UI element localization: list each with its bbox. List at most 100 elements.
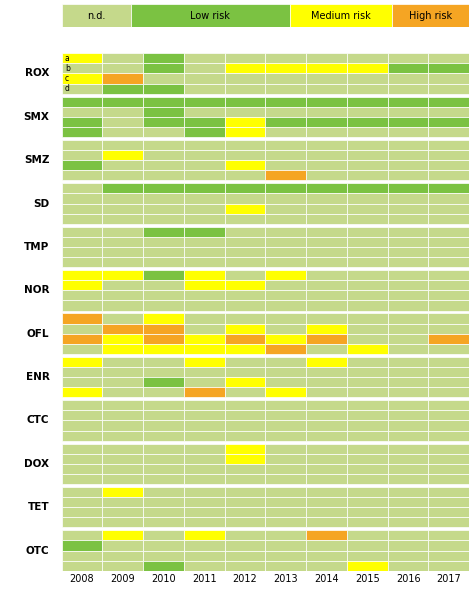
Bar bbox=[62, 193, 102, 204]
Bar bbox=[102, 344, 143, 354]
Bar bbox=[225, 214, 265, 224]
Bar bbox=[388, 517, 428, 527]
Bar bbox=[62, 344, 102, 354]
Bar bbox=[225, 443, 265, 454]
Bar bbox=[62, 247, 102, 257]
Bar bbox=[143, 487, 184, 497]
Bar bbox=[62, 270, 102, 280]
Bar bbox=[143, 291, 184, 300]
Bar bbox=[347, 53, 388, 63]
Bar bbox=[347, 247, 388, 257]
Bar bbox=[225, 561, 265, 571]
Bar bbox=[388, 160, 428, 170]
Bar bbox=[347, 344, 388, 354]
Bar bbox=[347, 487, 388, 497]
Bar bbox=[62, 550, 102, 561]
Text: ROX: ROX bbox=[25, 68, 49, 79]
Bar bbox=[143, 420, 184, 431]
Bar bbox=[347, 367, 388, 377]
Bar bbox=[184, 517, 225, 527]
Bar bbox=[265, 214, 306, 224]
Bar bbox=[428, 333, 469, 344]
Bar bbox=[62, 83, 102, 94]
Bar bbox=[102, 324, 143, 333]
Bar bbox=[225, 270, 265, 280]
Bar bbox=[225, 431, 265, 441]
Bar bbox=[265, 541, 306, 550]
Bar bbox=[388, 313, 428, 324]
Bar bbox=[184, 183, 225, 193]
Text: d: d bbox=[65, 84, 70, 93]
Bar bbox=[102, 507, 143, 517]
Bar bbox=[225, 357, 265, 367]
Bar bbox=[62, 280, 102, 291]
Bar bbox=[62, 541, 102, 550]
Text: ENR: ENR bbox=[26, 372, 49, 382]
Bar bbox=[265, 333, 306, 344]
Bar bbox=[62, 367, 102, 377]
Bar bbox=[306, 63, 347, 74]
Bar bbox=[265, 170, 306, 181]
Bar bbox=[388, 280, 428, 291]
Bar bbox=[428, 344, 469, 354]
Bar bbox=[306, 170, 347, 181]
Bar bbox=[388, 464, 428, 474]
Bar bbox=[62, 357, 102, 367]
Bar bbox=[143, 387, 184, 397]
Text: CTC: CTC bbox=[27, 416, 49, 425]
Bar bbox=[428, 474, 469, 484]
Bar bbox=[428, 487, 469, 497]
Bar bbox=[428, 107, 469, 117]
Bar bbox=[388, 204, 428, 214]
Bar bbox=[306, 74, 347, 83]
Bar bbox=[347, 464, 388, 474]
FancyBboxPatch shape bbox=[131, 4, 290, 27]
Bar bbox=[143, 541, 184, 550]
Bar bbox=[184, 550, 225, 561]
Bar bbox=[143, 204, 184, 214]
Bar bbox=[265, 204, 306, 214]
Bar bbox=[388, 127, 428, 137]
Bar bbox=[306, 367, 347, 377]
Bar bbox=[428, 183, 469, 193]
Bar bbox=[428, 193, 469, 204]
Bar bbox=[184, 497, 225, 507]
Bar bbox=[265, 257, 306, 267]
Bar bbox=[143, 530, 184, 541]
Bar bbox=[184, 83, 225, 94]
Bar bbox=[428, 53, 469, 63]
Text: DOX: DOX bbox=[24, 459, 49, 469]
Bar bbox=[388, 333, 428, 344]
Bar bbox=[428, 160, 469, 170]
Bar bbox=[265, 400, 306, 410]
Bar bbox=[428, 410, 469, 420]
Bar bbox=[306, 344, 347, 354]
Bar bbox=[184, 257, 225, 267]
Bar bbox=[184, 170, 225, 181]
Bar bbox=[347, 507, 388, 517]
Bar bbox=[306, 83, 347, 94]
Bar bbox=[388, 97, 428, 107]
Bar bbox=[102, 377, 143, 387]
Bar bbox=[306, 561, 347, 571]
Bar bbox=[184, 74, 225, 83]
Bar bbox=[388, 193, 428, 204]
Bar bbox=[102, 530, 143, 541]
Bar bbox=[184, 561, 225, 571]
Bar bbox=[306, 280, 347, 291]
Bar bbox=[306, 454, 347, 464]
Bar bbox=[265, 454, 306, 464]
Bar bbox=[225, 507, 265, 517]
Bar bbox=[388, 257, 428, 267]
Bar bbox=[306, 140, 347, 150]
Bar bbox=[62, 214, 102, 224]
Bar bbox=[428, 357, 469, 367]
Bar bbox=[225, 74, 265, 83]
Bar bbox=[102, 140, 143, 150]
Bar bbox=[347, 117, 388, 127]
Bar bbox=[306, 193, 347, 204]
Bar bbox=[347, 377, 388, 387]
Bar bbox=[102, 474, 143, 484]
Bar bbox=[265, 410, 306, 420]
Bar bbox=[265, 291, 306, 300]
